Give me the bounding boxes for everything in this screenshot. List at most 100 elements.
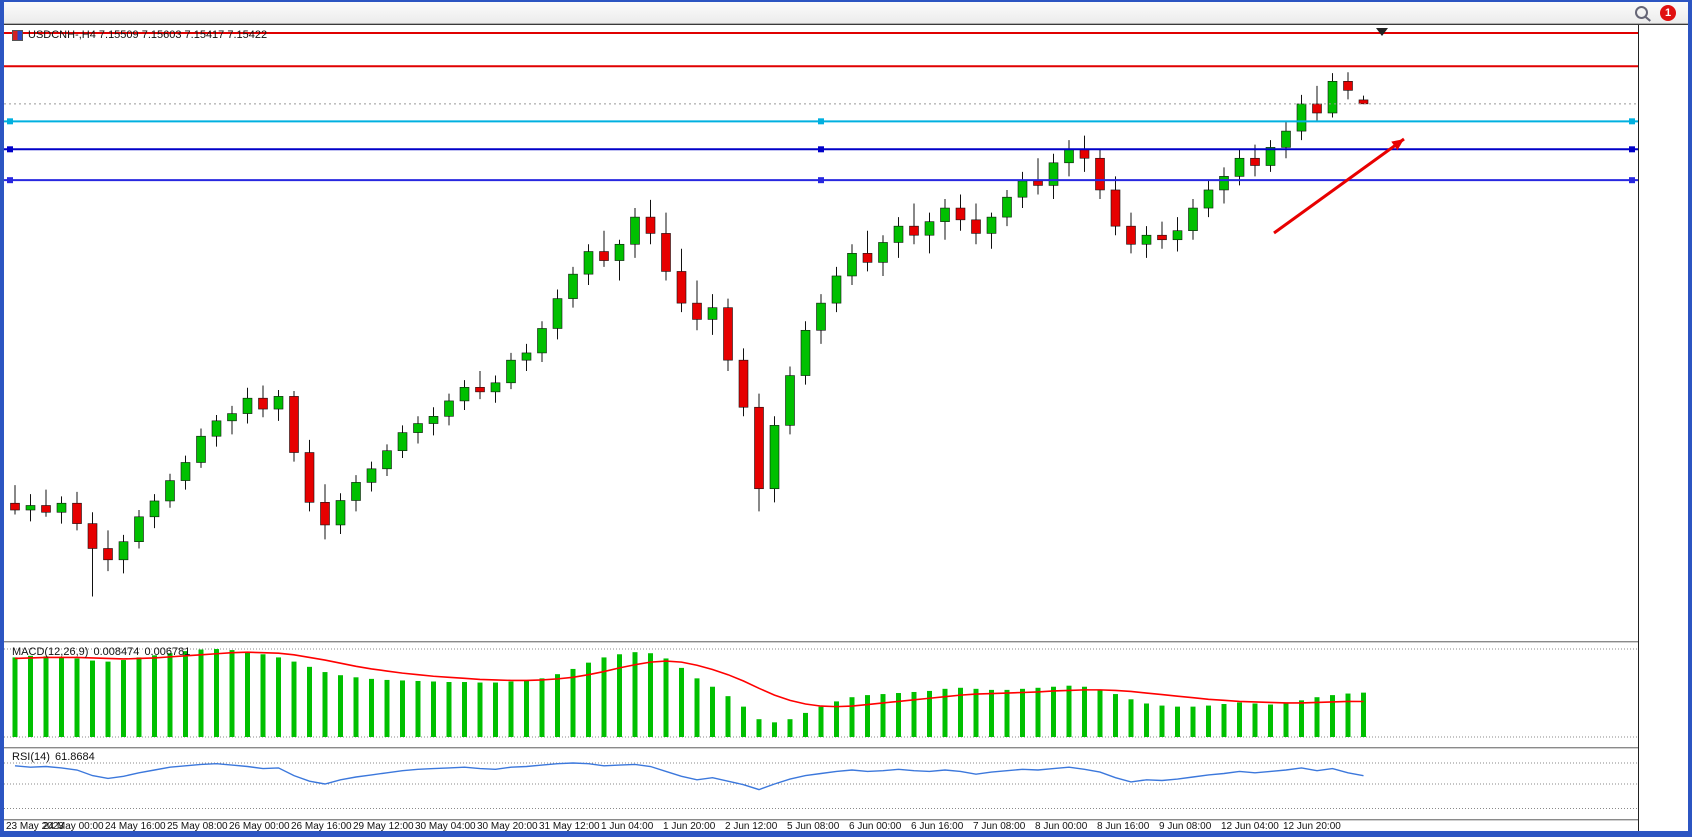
- macd-histogram-bar: [756, 719, 762, 737]
- macd-histogram-bar: [74, 658, 80, 737]
- macd-histogram-bar: [462, 682, 467, 737]
- rsi-panel-separator[interactable]: [4, 747, 1688, 749]
- macd-histogram-bar: [539, 678, 545, 737]
- time-axis-separator: [4, 819, 1688, 821]
- time-label: 6 Jun 16:00: [911, 821, 964, 831]
- time-axis[interactable]: 23 May 2023 24 May 00:00 24 May 16:00 25 Ma…: [4, 821, 1638, 831]
- candle-body: [413, 423, 423, 433]
- macd-histogram-bar: [198, 649, 204, 737]
- candle-body: [25, 505, 36, 511]
- macd-histogram-bar: [741, 706, 746, 737]
- macd-histogram-bar: [694, 678, 700, 737]
- candle-body: [459, 387, 470, 402]
- time-label: 24 May 00:00: [43, 821, 104, 831]
- candle-body: [1033, 180, 1043, 186]
- macd-histogram-bar: [1206, 705, 1211, 737]
- time-label: 9 Jun 08:00: [1159, 821, 1212, 831]
- notification-badge[interactable]: 1: [1660, 4, 1676, 21]
- candle-body: [41, 505, 51, 513]
- macd-histogram-bar: [136, 657, 142, 737]
- line-handle[interactable]: [7, 177, 13, 184]
- chart-top-border: [4, 24, 1688, 25]
- candle-body: [258, 397, 268, 410]
- chart-title: USDCNH-,H4 7.15509 7.15603 7.15417 7.154…: [12, 29, 267, 41]
- macd-main-value: 0.008474: [93, 646, 140, 658]
- macd-histogram-bar: [818, 706, 824, 737]
- line-handle[interactable]: [1629, 146, 1635, 153]
- trend-arrow[interactable]: [1273, 137, 1405, 235]
- chart-title-text: USDCNH-,H4 7.15509 7.15603 7.15417 7.154…: [28, 29, 268, 41]
- rsi-value: 61.8684: [54, 751, 95, 763]
- candle-body: [134, 516, 144, 542]
- line-handle[interactable]: [7, 146, 13, 153]
- rsi-label: RSI(14) 61.8684: [12, 751, 97, 763]
- candle-body: [583, 251, 594, 275]
- candle-body: [862, 253, 873, 263]
- macd-histogram-bar: [477, 682, 483, 737]
- candle-body: [692, 302, 702, 320]
- macd-histogram-bar: [291, 661, 297, 737]
- candle-body: [986, 216, 997, 234]
- candle-body: [1048, 162, 1059, 186]
- macd-histogram-bar: [725, 696, 731, 737]
- macd-panel-separator[interactable]: [4, 641, 1688, 643]
- candle-body: [1172, 230, 1183, 241]
- candle-body: [1141, 234, 1152, 245]
- candle-body: [661, 233, 671, 272]
- line-handle[interactable]: [1629, 118, 1635, 125]
- rsi-name: RSI(14): [12, 751, 50, 763]
- candle-body: [568, 273, 578, 299]
- macd-signal-value: 0.006781: [144, 646, 191, 658]
- price-axis[interactable]: [1638, 25, 1688, 831]
- candle-body: [490, 382, 501, 393]
- line-handle[interactable]: [818, 118, 824, 125]
- candle-body: [847, 253, 857, 277]
- macd-histogram-bar: [1035, 687, 1041, 737]
- time-label: 31 May 12:00: [539, 821, 600, 831]
- rsi-panel[interactable]: [4, 749, 1638, 819]
- search-icon[interactable]: [1635, 6, 1648, 19]
- line-handle[interactable]: [7, 118, 13, 125]
- macd-histogram-bar: [276, 657, 281, 737]
- candle-body: [397, 432, 408, 452]
- line-handle[interactable]: [818, 146, 824, 153]
- macd-histogram-bar: [229, 650, 235, 737]
- macd-histogram-bar: [508, 681, 514, 737]
- macd-histogram-bar: [1128, 699, 1134, 737]
- time-label: 1 Jun 04:00: [601, 821, 654, 831]
- candle-body: [289, 396, 299, 453]
- macd-histogram-bar: [12, 657, 18, 737]
- candle-body: [1126, 225, 1136, 245]
- macd-histogram-bar: [1221, 704, 1227, 737]
- line-handle[interactable]: [818, 177, 824, 184]
- candle-body: [707, 307, 718, 320]
- time-label: 8 Jun 00:00: [1035, 821, 1088, 831]
- macd-histogram-bar: [152, 655, 157, 737]
- candle-body: [940, 207, 950, 222]
- candlestick-chart[interactable]: [4, 25, 1638, 641]
- time-label: 2 Jun 12:00: [725, 821, 778, 831]
- macd-histogram-bar: [1066, 685, 1072, 737]
- macd-name: MACD(12,26,9): [12, 646, 89, 658]
- time-label: 6 Jun 00:00: [849, 821, 902, 831]
- candle-body: [1358, 99, 1369, 105]
- candle-body: [227, 413, 237, 422]
- macd-histogram-bar: [400, 680, 405, 737]
- symbol-icon: [12, 29, 23, 41]
- candle-body: [1281, 130, 1291, 148]
- candle-body: [924, 221, 935, 236]
- candle-body: [1265, 147, 1276, 166]
- macd-panel[interactable]: [4, 643, 1638, 747]
- chart-shift-marker[interactable]: [1376, 28, 1388, 36]
- macd-histogram-bar: [1283, 703, 1289, 737]
- candle-body: [909, 225, 919, 236]
- macd-histogram-bar: [415, 680, 421, 737]
- macd-histogram-bar: [1237, 702, 1242, 737]
- macd-histogram-bar: [1113, 694, 1118, 737]
- macd-histogram-bar: [679, 667, 684, 737]
- candle-body: [1312, 103, 1322, 114]
- time-label: 12 Jun 20:00: [1283, 821, 1341, 831]
- macd-label: MACD(12,26,9) 0.008474 0.006781: [12, 646, 192, 658]
- candle-body: [599, 251, 609, 261]
- line-handle[interactable]: [1629, 177, 1635, 184]
